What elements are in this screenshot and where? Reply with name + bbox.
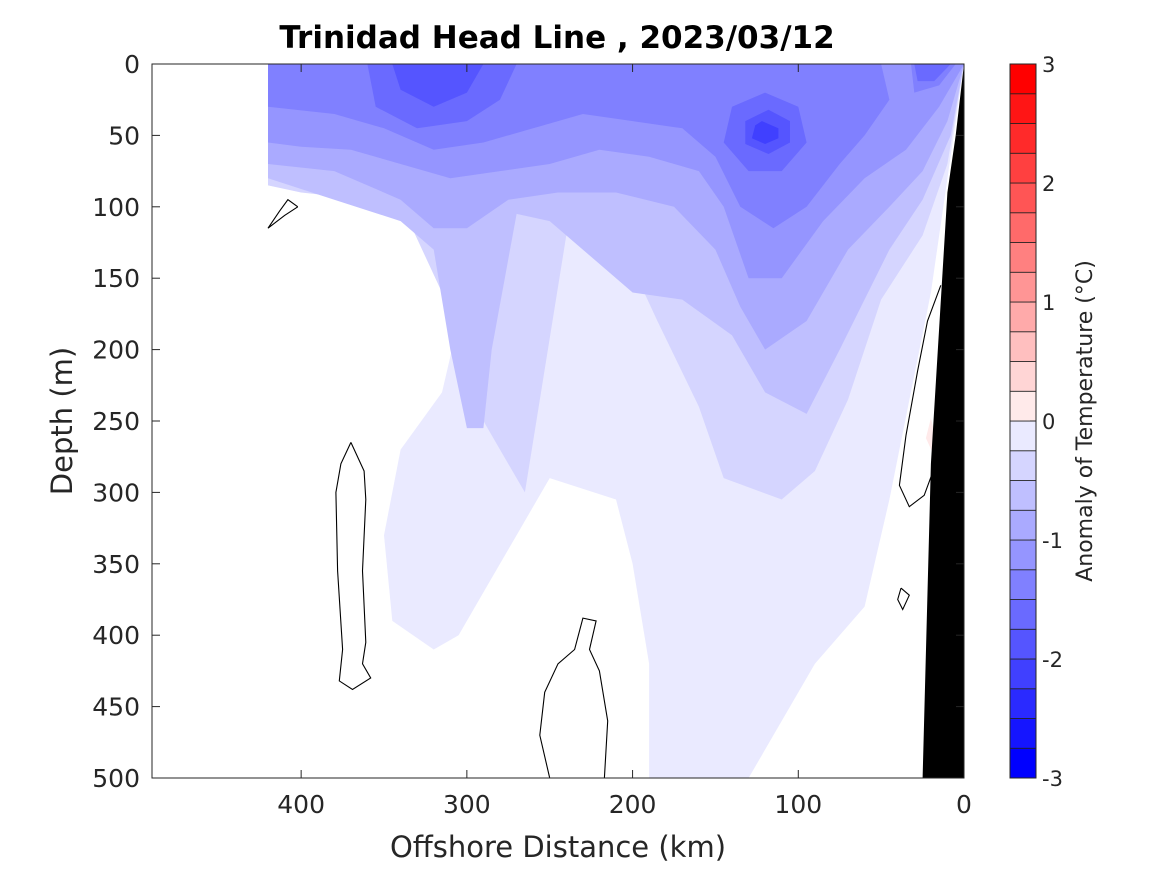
- colorbar-bin-18: [1009, 212, 1037, 243]
- colorbar-bin-4: [1009, 628, 1037, 660]
- colorbar-bin-17: [1009, 242, 1037, 273]
- y-tick-label-5: 250: [92, 407, 140, 436]
- colorbar-bin-8: [1009, 509, 1037, 541]
- cb-tick-label-2: -1: [1042, 529, 1063, 553]
- cb-tick-label-5: 2: [1042, 172, 1055, 196]
- colorbar-bin-1: [1009, 718, 1037, 749]
- cb-tick-label-6: 3: [1042, 53, 1055, 77]
- y-tick-label-7: 350: [92, 550, 140, 579]
- colorbar-bin-14: [1009, 331, 1037, 362]
- y-tick-label-1: 50: [108, 121, 140, 150]
- colorbar-bin-12: [1009, 390, 1037, 422]
- x-tick-label-4: 0: [956, 790, 972, 819]
- zero-contour-1: [539, 617, 609, 779]
- colorbar-bin-6: [1009, 569, 1037, 600]
- plot-frame: [151, 63, 965, 779]
- colorbar-bin-19: [1009, 182, 1037, 214]
- zero-contour-lines: [267, 198, 942, 779]
- colorbar-label: Anomaly of Temperature (°C): [1073, 260, 1098, 582]
- x-tick-label-3: 100: [774, 790, 822, 819]
- colorbar-bin-9: [1009, 480, 1037, 511]
- y-tick-label-8: 400: [92, 621, 140, 650]
- zero-contour-3: [898, 285, 942, 508]
- y-tick-label-10: 500: [92, 764, 140, 793]
- zero-contour-4: [897, 587, 910, 611]
- x-tick-label-2: 200: [609, 790, 657, 819]
- colorbar-bin-21: [1009, 123, 1037, 154]
- cb-tick-label-4: 1: [1042, 291, 1055, 315]
- zero-contour-2: [267, 198, 299, 229]
- colorbar-bin-10: [1009, 450, 1037, 481]
- filled-contours: [268, 64, 964, 778]
- colorbar: -3 -2 -1 0 1 2 3 Anomaly of Temperature (°C): [1009, 53, 1098, 791]
- colorbar-bin-2: [1009, 688, 1037, 719]
- colorbar-bin-15: [1009, 301, 1037, 333]
- x-axis: 400 300 200 100 0: [277, 790, 972, 819]
- y-tick-label-3: 150: [92, 264, 140, 293]
- y-tick-label-9: 450: [92, 693, 140, 722]
- y-tick-label-2: 100: [92, 193, 140, 222]
- colorbar-bin-0: [1009, 747, 1037, 779]
- colorbar-bin-22: [1009, 93, 1037, 124]
- contour-region-10: [392, 64, 484, 107]
- cb-tick-label-3: 0: [1042, 410, 1055, 434]
- zero-contour-0: [335, 442, 372, 691]
- x-axis-label: Offshore Distance (km): [390, 830, 726, 864]
- y-axis-label: Depth (m): [45, 347, 79, 495]
- x-tick-label-0: 400: [277, 790, 325, 819]
- cb-tick-label-1: -2: [1042, 648, 1063, 672]
- y-tick-label-6: 300: [92, 478, 140, 507]
- cb-tick-label-0: -3: [1042, 767, 1063, 791]
- y-tick-label-0: 0: [124, 50, 140, 79]
- colorbar-bin-13: [1009, 361, 1037, 392]
- contour-region-12: [751, 121, 779, 144]
- colorbar-bin-23: [1009, 63, 1037, 95]
- bathymetry: [922, 64, 964, 778]
- colorbar-bin-3: [1009, 658, 1037, 690]
- colorbar-frame: [1009, 63, 1037, 779]
- plot-area: [151, 63, 965, 779]
- colorbar-bin-11: [1009, 420, 1037, 452]
- chart-title: Trinidad Head Line , 2023/03/12: [279, 20, 834, 56]
- colorbar-ticks: -3 -2 -1 0 1 2 3: [1030, 53, 1063, 791]
- colorbar-bin-16: [1009, 271, 1037, 303]
- contour-region-9: [914, 64, 951, 82]
- y-axis: 0 50 100 150 200 250 300 350 400 450 500: [92, 50, 140, 793]
- colorbar-bin-5: [1009, 599, 1037, 630]
- x-tick-label-1: 300: [443, 790, 491, 819]
- y-tick-label-4: 200: [92, 336, 140, 365]
- colorbar-bin-7: [1009, 539, 1037, 571]
- colorbar-bin-20: [1009, 152, 1037, 184]
